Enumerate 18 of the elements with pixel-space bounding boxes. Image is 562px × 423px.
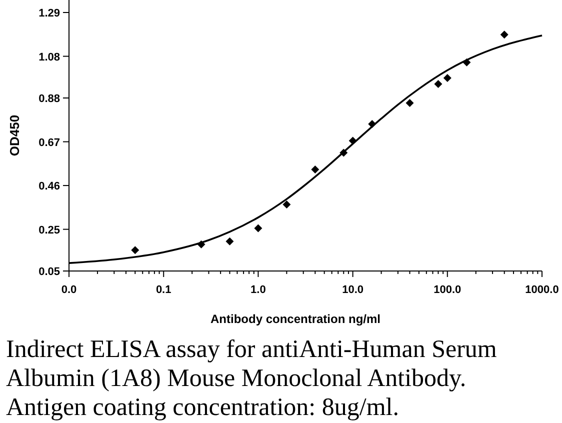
x-tick-label: 0.1: [156, 284, 172, 296]
text: Indirect ELISA assay for antiAnti-Human Serum: [6, 336, 498, 363]
x-tick-label: 1.0: [250, 284, 266, 296]
y-tick-label: 0.88: [38, 92, 60, 105]
x-tick-label: 0.0: [61, 284, 77, 296]
y-tick-label: 0.46: [38, 180, 60, 193]
text: Albumin (1A8) Mouse Monoclonal Antibody.: [6, 365, 466, 392]
x-tick-label: 100.0: [434, 284, 462, 296]
y-tick-label: 0.05: [38, 266, 60, 278]
y-tick-label: 1.08: [38, 51, 60, 64]
text: Antigen coating concentration: 8ug/ml.: [6, 394, 399, 421]
x-axis-title: Antibody concentration ng/ml: [210, 312, 380, 326]
x-tick-label: 10.0: [342, 284, 364, 296]
y-tick-label: 0.25: [38, 224, 60, 236]
y-axis-title: OD450: [7, 114, 22, 156]
y-tick-label: 1.29: [38, 8, 60, 20]
y-tick-label: 0.67: [38, 136, 60, 149]
x-tick-label: 1000.0: [525, 284, 559, 296]
